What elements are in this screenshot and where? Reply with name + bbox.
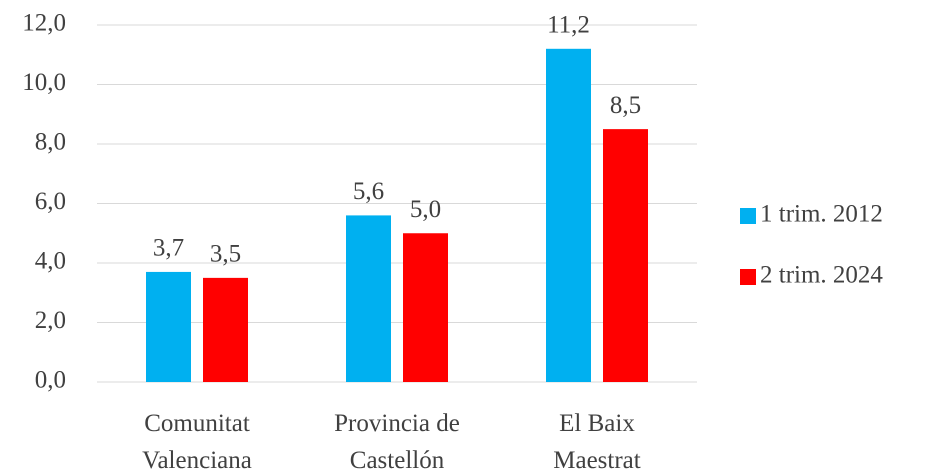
bar	[146, 271, 191, 382]
bar	[203, 277, 248, 382]
x-tick-label: El Baix Maestrat	[553, 410, 641, 474]
y-tick-label: 4,0	[35, 248, 66, 275]
legend-label: 2 trim. 2024	[760, 262, 883, 289]
data-label: 3,7	[153, 235, 184, 262]
y-tick-label: 2,0	[35, 307, 66, 334]
data-label: 5,0	[410, 196, 441, 223]
y-tick-label: 0,0	[35, 367, 66, 394]
legend-swatch	[740, 269, 756, 285]
data-label: 3,5	[210, 241, 241, 268]
x-tick-label: Provincia de Castellón	[334, 410, 460, 474]
y-tick-label: 8,0	[35, 129, 66, 156]
y-tick-label: 6,0	[35, 188, 66, 215]
data-label: 8,5	[610, 92, 641, 119]
y-tick-label: 10,0	[22, 69, 66, 96]
bar	[603, 129, 648, 382]
data-label: 11,2	[547, 12, 590, 39]
bar	[403, 233, 448, 382]
bar	[346, 215, 391, 382]
legend-swatch	[740, 208, 756, 224]
legend-label: 1 trim. 2012	[760, 201, 883, 228]
data-label: 5,6	[353, 178, 384, 205]
y-tick-label: 12,0	[22, 10, 66, 37]
x-tick-label: Comunitat Valenciana	[142, 410, 252, 474]
bar	[546, 48, 591, 383]
